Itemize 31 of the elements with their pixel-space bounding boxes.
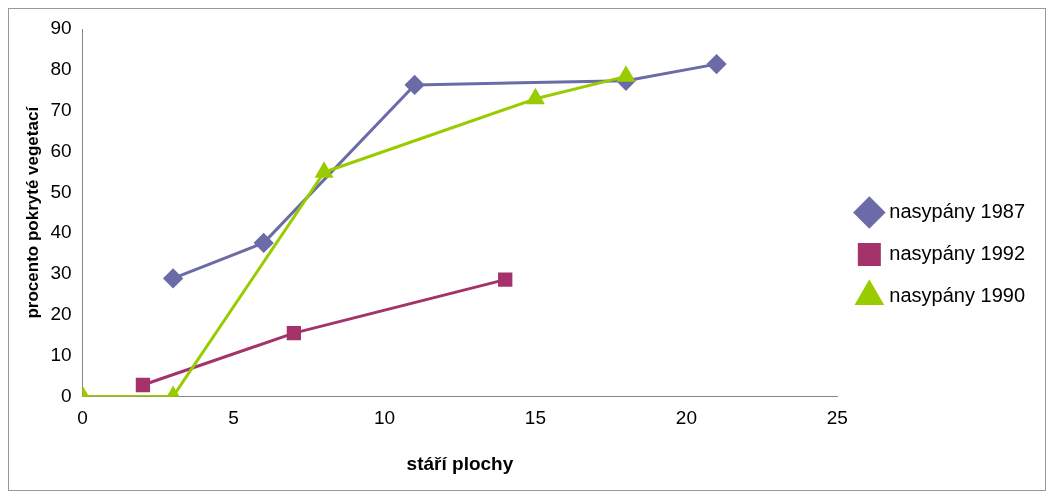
- x-tick-label: 10: [373, 407, 396, 429]
- point: [254, 233, 274, 253]
- point: [286, 325, 302, 341]
- point: [315, 162, 333, 178]
- y-tick-label: 40: [50, 221, 72, 243]
- y-axis-title: procento pokryté vegetací: [22, 105, 42, 319]
- point: [707, 54, 727, 74]
- point: [163, 268, 183, 288]
- legend-label: nasypány 1992: [889, 242, 1026, 265]
- point: [617, 66, 635, 82]
- y-tick-label: 20: [50, 302, 72, 324]
- point: [135, 377, 151, 393]
- y-tick-label: 30: [50, 262, 72, 284]
- y-tick-label: 80: [50, 58, 72, 80]
- point: [498, 272, 513, 287]
- legend-label: nasypány 1987: [889, 200, 1026, 223]
- y-tick-label: 60: [50, 139, 72, 161]
- x-tick-label: 20: [675, 407, 697, 429]
- y-tick-label: 90: [50, 17, 72, 39]
- point: [405, 75, 425, 95]
- x-tick-label: 0: [77, 407, 88, 429]
- y-tick-label: 0: [60, 384, 72, 406]
- x-tick-label: 5: [228, 407, 239, 429]
- y-tick-label: 70: [50, 98, 72, 120]
- point: [526, 89, 544, 105]
- x-tick-label: 15: [524, 407, 546, 429]
- y-tick-label: 10: [50, 343, 72, 365]
- y-tick-label: 50: [50, 180, 72, 202]
- x-axis-title: stáří plochy: [406, 452, 514, 474]
- x-tick-label: 25: [826, 407, 848, 429]
- legend-label: nasypány 1990: [889, 284, 1026, 307]
